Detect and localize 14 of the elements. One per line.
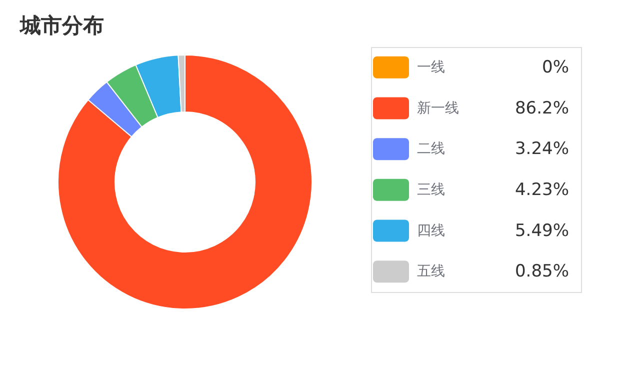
legend-label: 四线 [417,222,445,239]
legend-label: 五线 [417,264,445,280]
data-label: 0.85% [514,262,569,282]
data-label: 86.2% [514,98,569,118]
data-label: 3.24% [514,139,569,160]
legend-label: 三线 [417,182,445,198]
text: 0% [542,57,569,78]
data-label: 5.49% [514,220,569,241]
legend-label: 新一线 [417,100,459,116]
data-label: 4.23% [514,180,569,200]
donut-slice [58,54,312,310]
chart-title: 城市分布 [19,14,104,38]
legend-label: 二线 [417,141,445,158]
legend-label: 一线 [417,59,445,76]
